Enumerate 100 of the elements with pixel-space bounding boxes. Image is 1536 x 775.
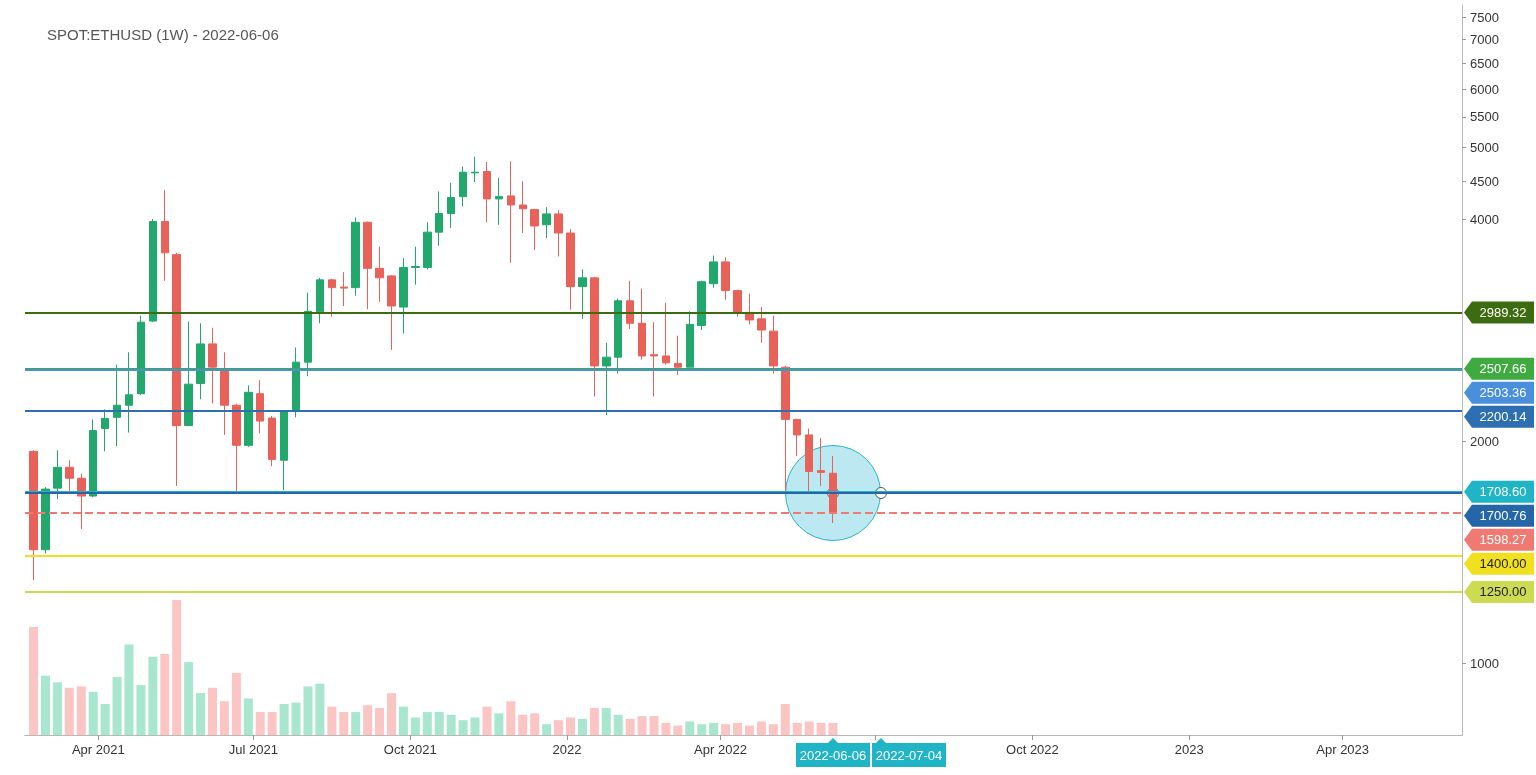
bar [339, 712, 349, 735]
bar [721, 724, 731, 735]
candlestick [733, 289, 742, 318]
bar [601, 708, 611, 735]
bar [375, 708, 385, 735]
bar [685, 721, 695, 735]
candlestick [387, 274, 396, 351]
candlestick [519, 180, 527, 234]
candlestick [125, 351, 133, 434]
bar [315, 683, 325, 735]
bar [136, 685, 146, 735]
candlestick [161, 189, 169, 282]
candlestick [566, 228, 575, 311]
candlestick [638, 288, 646, 361]
ref-line-label: 1250.00 [1479, 584, 1527, 600]
bar [816, 722, 826, 735]
bar [255, 712, 265, 735]
candlestick [757, 306, 766, 344]
candlestick [280, 410, 288, 491]
bar [828, 722, 838, 735]
bar [351, 712, 361, 735]
candlestick [697, 280, 706, 331]
candlestick [184, 321, 193, 427]
x-tick-label: Apr 2022 [694, 742, 747, 757]
bar [231, 672, 241, 735]
ref-line-label: 1700.76 [1479, 508, 1527, 524]
candlestick [781, 365, 790, 492]
bar [100, 703, 110, 735]
bar [613, 714, 623, 735]
bar [76, 686, 86, 735]
bar [554, 720, 564, 735]
bar [422, 712, 432, 735]
bar [196, 693, 206, 735]
candlestick [650, 321, 658, 397]
candlestick [340, 271, 348, 307]
candlestick [292, 346, 300, 418]
candlestick [304, 292, 312, 377]
x-tick-label: 2022 [552, 742, 582, 757]
bar [589, 708, 599, 735]
bar [184, 662, 194, 735]
bar [219, 701, 229, 735]
y-tick-label: 4000 [1470, 211, 1499, 227]
candlestick [530, 208, 539, 251]
ref-line-label: 2503.36 [1479, 385, 1527, 401]
bar [40, 675, 50, 735]
y-tick-label: 5000 [1470, 140, 1499, 156]
bar [148, 656, 158, 735]
candlestick [89, 418, 97, 498]
candlestick [363, 220, 372, 310]
bar [709, 722, 719, 735]
candlestick [423, 221, 432, 270]
bar [470, 717, 480, 735]
candlestick [244, 385, 253, 448]
candlestick [721, 256, 730, 301]
x-tick-label: Apr 2023 [1316, 742, 1370, 757]
candlestick [65, 459, 74, 492]
candlestick [709, 255, 718, 289]
bar [482, 706, 492, 735]
candlestick [208, 327, 217, 405]
ref-line-label: 1708.60 [1479, 484, 1527, 500]
bar [494, 713, 504, 735]
bar [208, 687, 218, 735]
y-tick-label: 6000 [1470, 81, 1499, 97]
bar [434, 712, 444, 735]
candlestick [459, 166, 467, 208]
candlestick [495, 177, 503, 226]
bar [577, 718, 587, 735]
x-tick-label: 2023 [1174, 742, 1204, 757]
candlestick [149, 218, 157, 323]
candlestick [686, 310, 694, 368]
bar [780, 703, 790, 735]
candlestick [137, 315, 145, 396]
bar [744, 725, 754, 735]
y-tick-label: 4500 [1470, 173, 1499, 189]
bar [542, 724, 552, 735]
bar [112, 676, 122, 735]
candlestick [232, 403, 241, 494]
bar [661, 722, 671, 735]
bar [243, 698, 253, 735]
candlestick [268, 415, 276, 467]
candlestick [113, 364, 121, 447]
bar [124, 644, 134, 735]
candlestick [328, 278, 336, 318]
bar [363, 705, 373, 735]
candlestick [435, 190, 443, 247]
candlestick [447, 182, 455, 229]
candlestick [817, 437, 825, 487]
bar [52, 682, 62, 735]
y-tick-label: 1000 [1470, 655, 1499, 671]
bar [637, 716, 647, 735]
y-tick-label: 7000 [1470, 32, 1499, 48]
y-tick-label: 5500 [1470, 109, 1499, 125]
bar [64, 687, 74, 735]
bar [327, 706, 337, 735]
bar [530, 713, 540, 735]
ref-line-label: 2200.14 [1479, 409, 1527, 425]
ref-line-label: 2507.66 [1479, 361, 1527, 377]
bar [697, 724, 707, 735]
candlestick [590, 276, 599, 397]
bar [303, 686, 313, 735]
